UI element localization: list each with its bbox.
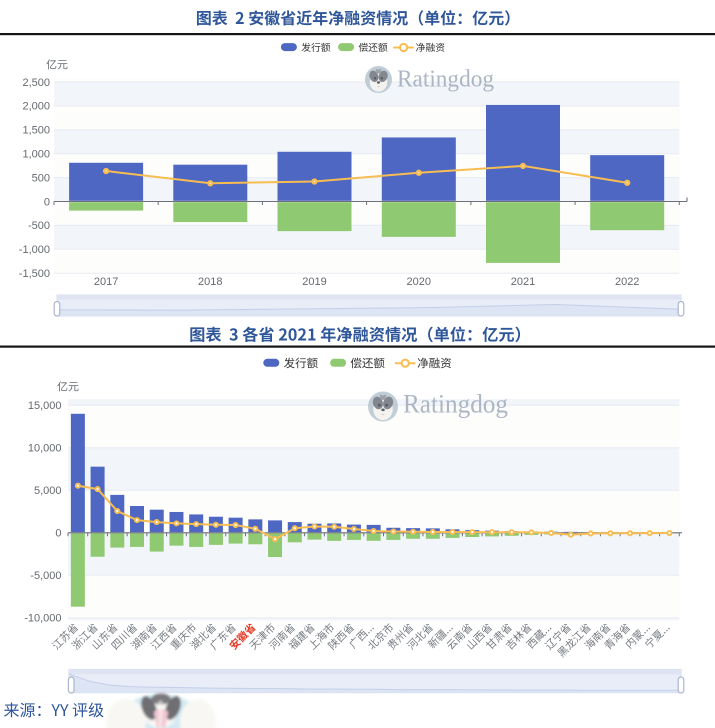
svg-text:2017: 2017: [94, 276, 118, 288]
svg-text:2022: 2022: [615, 276, 639, 288]
svg-text:2,500: 2,500: [22, 77, 50, 89]
svg-text:0: 0: [44, 196, 50, 208]
svg-text:2,000: 2,000: [22, 101, 50, 113]
svg-text:2020: 2020: [407, 276, 431, 288]
svg-text:Ratingdog: Ratingdog: [397, 67, 494, 93]
svg-text:0: 0: [55, 528, 61, 540]
svg-text:1,500: 1,500: [22, 125, 50, 137]
svg-text:-1,000: -1,000: [19, 244, 50, 256]
svg-text:1,000: 1,000: [22, 149, 50, 161]
svg-text:10,000: 10,000: [28, 443, 62, 455]
svg-text:-1,500: -1,500: [19, 268, 50, 280]
svg-text:2018: 2018: [198, 276, 222, 288]
svg-text:-5,000: -5,000: [30, 570, 61, 582]
svg-text:15,000: 15,000: [28, 400, 62, 412]
svg-text:2021: 2021: [511, 276, 535, 288]
svg-text:5,000: 5,000: [34, 485, 62, 497]
svg-text:-500: -500: [28, 220, 50, 232]
svg-text:-10,000: -10,000: [24, 613, 61, 625]
svg-text:Ratingdog: Ratingdog: [403, 390, 508, 419]
svg-text:500: 500: [32, 172, 50, 184]
svg-text:2019: 2019: [302, 276, 326, 288]
